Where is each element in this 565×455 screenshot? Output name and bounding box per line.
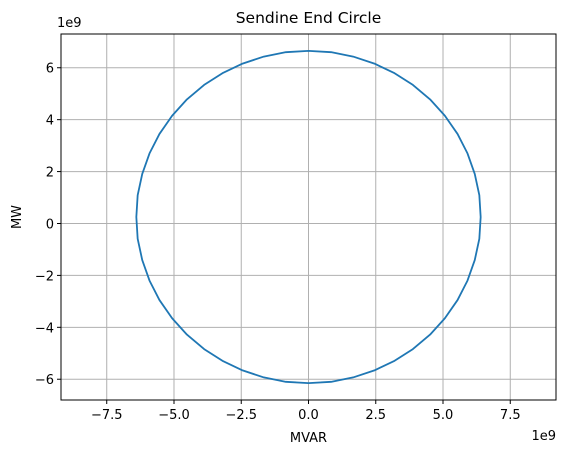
series-line — [135, 49, 482, 385]
y-tick-label: −2 — [35, 269, 54, 284]
y-axis-label: MW — [10, 205, 25, 229]
chart-title: Sendine End Circle — [236, 9, 382, 27]
x-tick-label: −2.5 — [225, 408, 257, 423]
y-tick-label: 0 — [46, 217, 54, 232]
y-axis-offset-text: 1e9 — [57, 16, 82, 31]
y-tick-label: 2 — [46, 166, 54, 181]
y-tick-label: 4 — [46, 114, 54, 129]
x-tick-label: 5.0 — [433, 408, 454, 423]
x-tick-label: 7.5 — [500, 408, 521, 423]
series-layer — [135, 49, 482, 385]
grid-layer — [61, 34, 556, 400]
x-tick-label: −7.5 — [91, 408, 123, 423]
x-tick-label: 2.5 — [365, 408, 386, 423]
x-tick-label: 0.0 — [298, 408, 319, 423]
x-axis-label: MVAR — [290, 431, 327, 446]
x-axis-offset-text: 1e9 — [531, 429, 556, 444]
ticks-layer: −7.5 −5.0 −2.5 0.0 2.5 5.0 7.5 −6 −4 −2 0 2 4 6 — [35, 62, 521, 423]
x-tick-label: −5.0 — [158, 408, 190, 423]
y-tick-label: 6 — [46, 62, 54, 77]
y-tick-label: −6 — [35, 373, 54, 388]
y-tick-label: −4 — [35, 321, 54, 336]
